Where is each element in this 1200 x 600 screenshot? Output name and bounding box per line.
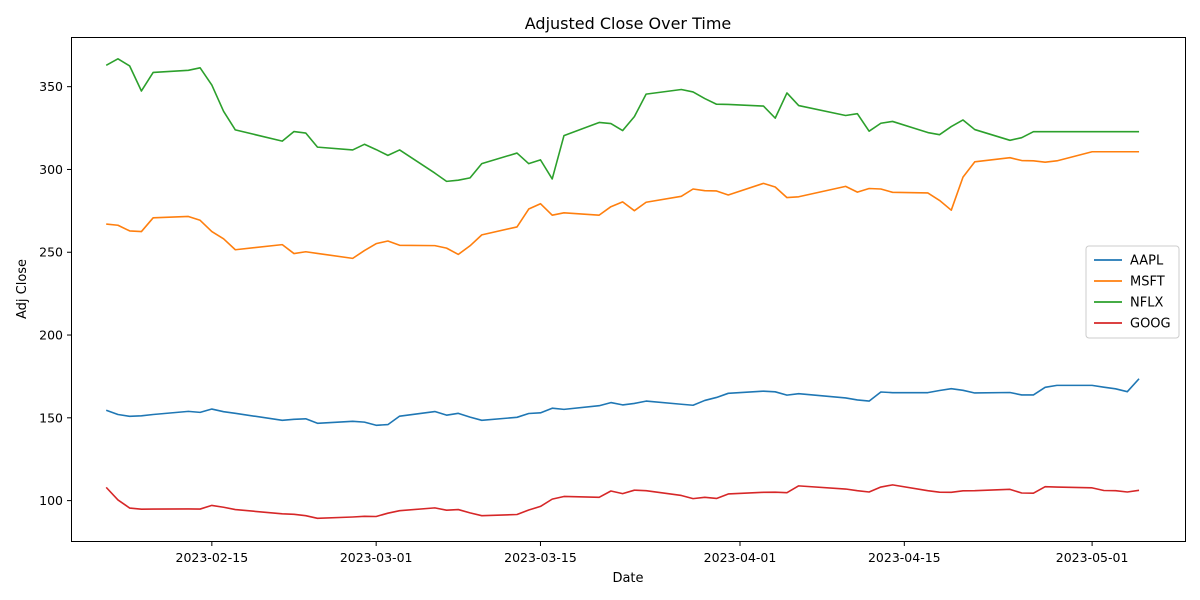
plot-frame — [71, 37, 1186, 542]
legend-label-aapl: AAPL — [1130, 254, 1164, 269]
chart-title: Adjusted Close Over Time — [525, 14, 732, 33]
y-tick-label: 200 — [39, 328, 63, 343]
x-tick-label: 2023-04-01 — [704, 550, 777, 565]
x-axis-label: Date — [612, 571, 643, 586]
series-line-msft — [106, 150, 1140, 260]
x-tick-label: 2023-02-15 — [176, 550, 249, 565]
series-layer — [105, 58, 1140, 520]
x-tick-label: 2023-03-15 — [504, 550, 577, 565]
legend-box — [1085, 245, 1180, 339]
series-line-goog — [105, 484, 1140, 520]
y-tick-label: 100 — [39, 493, 63, 508]
x-axis: 2023-02-15 2023-03-01 2023-03-15 2023-04-01… — [176, 542, 1129, 565]
y-tick-label: 350 — [39, 79, 63, 94]
y-tick-label: 150 — [39, 410, 63, 425]
series-line-aapl — [105, 378, 1140, 427]
y-axis: 100 150 200 250 300 350 — [39, 79, 71, 508]
y-axis-label: Adj Close — [15, 259, 30, 319]
y-tick-label: 300 — [39, 162, 63, 177]
y-tick-label: 250 — [39, 245, 63, 260]
x-tick-label: 2023-05-01 — [1056, 550, 1129, 565]
series-line-nflx — [105, 58, 1140, 183]
legend-label-goog: GOOG — [1130, 317, 1171, 332]
legend: AAPL MSFT NFLX GOOG — [1085, 245, 1180, 339]
x-tick-label: 2023-03-01 — [340, 550, 413, 565]
legend-label-msft: MSFT — [1130, 275, 1165, 290]
legend-label-nflx: NFLX — [1130, 296, 1163, 311]
x-tick-label: 2023-04-15 — [868, 550, 941, 565]
